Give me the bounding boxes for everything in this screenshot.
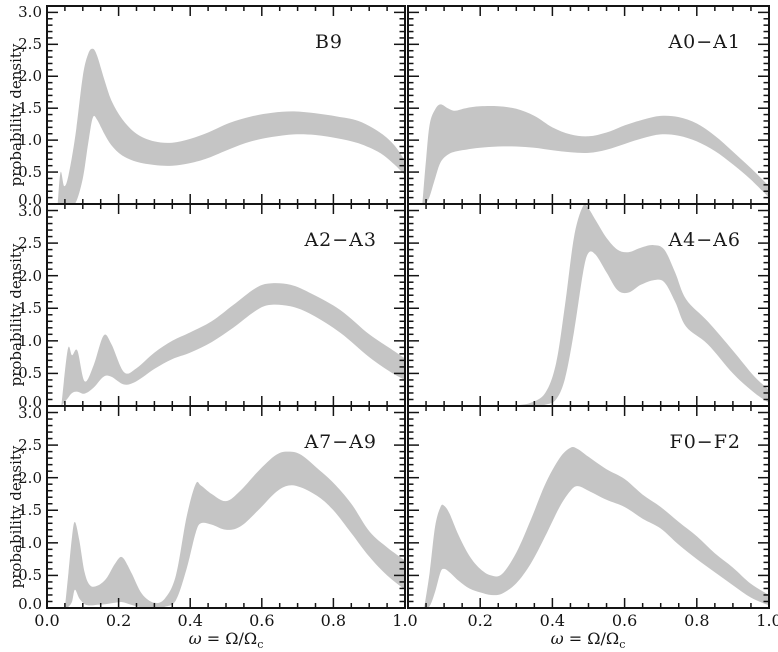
y-tick-label: 0.0 (18, 393, 42, 411)
axis-ticks (46, 6, 406, 205)
panel-A7-A9: A7−A9 (47, 406, 405, 608)
y-tick-label: 0.5 (18, 566, 42, 585)
omega-ratio: Ω/Ω (587, 629, 620, 648)
density-band-A2−A3 (61, 283, 404, 406)
x-axis-title-left: ω = Ω/Ωc (189, 629, 264, 651)
panel-label: A4−A6 (668, 229, 741, 251)
subscript-c: c (619, 638, 626, 652)
panel-label: F0−F2 (669, 431, 741, 453)
y-tick-label: 0.0 (18, 191, 42, 209)
x-tick-label: 0.0 (34, 611, 60, 630)
y-tick-label: 2.0 (18, 266, 42, 285)
density-band-A4−A6 (516, 205, 768, 406)
panel-label: A0−A1 (668, 31, 741, 53)
panel-A4-A6: A4−A6 (408, 204, 769, 406)
density-band-F0−F2 (424, 447, 768, 608)
axis-ticks (407, 406, 770, 609)
axis-ticks (46, 204, 406, 407)
y-tick-label: 2.5 (18, 35, 42, 54)
panel-A0-A1: A0−A1 (408, 6, 769, 204)
panel-group-F0−F2 (407, 405, 770, 609)
equals-sign: = (201, 629, 226, 648)
y-tick-label: 3.0 (18, 201, 42, 220)
x-tick-label: 0.6 (611, 611, 638, 630)
omega-symbol: ω (550, 629, 564, 648)
omega-symbol: ω (188, 629, 202, 648)
y-tick-label: 1.5 (18, 99, 42, 118)
axis-ticks (407, 204, 770, 407)
density-band-B9 (57, 48, 404, 204)
panel-F0-F2: F0−F2 (408, 406, 769, 608)
panel-A2-A3: A2−A3 (47, 204, 405, 406)
x-tick-label: 1.0 (392, 611, 418, 630)
y-tick-label: 2.5 (18, 436, 42, 455)
x-tick-label: 0.8 (320, 611, 347, 630)
x-tick-label: 0.6 (249, 611, 275, 630)
panel-label: A7−A9 (304, 431, 377, 453)
y-tick-label: 0.5 (18, 163, 42, 182)
x-tick-label: 0.4 (539, 611, 566, 630)
x-tick-label: 0.4 (177, 611, 203, 630)
panel-label: B9 (314, 31, 343, 53)
y-tick-label: 1.5 (18, 501, 42, 520)
y-tick-label: 3.0 (18, 403, 42, 422)
y-tick-label: 0.5 (18, 364, 42, 383)
panel-group-A7−A9 (46, 405, 406, 609)
density-band-A7−A9 (64, 451, 404, 608)
panel-B9: B9 (47, 6, 405, 204)
x-axis-title-right: ω = Ω/Ωc (551, 629, 626, 651)
x-tick-label: 1.0 (756, 611, 778, 630)
x-tick-label: 0.2 (467, 611, 493, 630)
density-band-A0−A1 (422, 104, 768, 204)
panel-group-B9 (46, 5, 406, 205)
axis-ticks (46, 406, 406, 609)
y-tick-label: 2.0 (18, 468, 42, 487)
y-tick-label: 1.0 (18, 131, 42, 150)
y-tick-label: 1.0 (18, 331, 42, 350)
panel-label: A2−A3 (304, 229, 377, 251)
omega-ratio: Ω/Ω (225, 629, 258, 648)
y-tick-label: 2.5 (18, 234, 42, 253)
x-tick-label: 0.2 (105, 611, 132, 630)
y-tick-label: 1.0 (18, 533, 42, 552)
x-tick-label: 0.8 (684, 611, 710, 630)
subscript-c: c (257, 638, 264, 652)
y-tick-label: 3.0 (18, 3, 42, 22)
equals-sign: = (563, 629, 588, 648)
y-tick-label: 1.5 (18, 299, 42, 318)
y-tick-label: 2.0 (18, 67, 42, 86)
y-tick-label: 0.0 (18, 595, 42, 613)
